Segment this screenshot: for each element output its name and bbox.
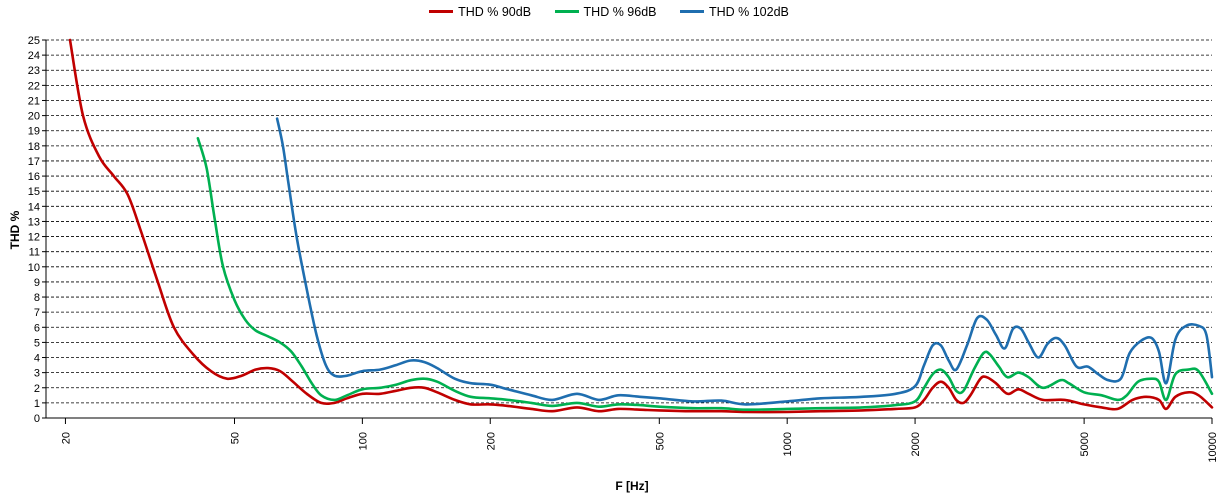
legend-label-102db: THD % 102dB <box>708 5 789 19</box>
y-tick-labels: 0123456789101112131415161718192021222324… <box>28 35 46 425</box>
x-axis-title: F [Hz] <box>615 479 648 493</box>
y-tick-label: 13 <box>28 216 40 228</box>
y-tick-label: 15 <box>28 186 40 198</box>
x-tick-label: 200 <box>485 432 497 450</box>
y-tick-label: 7 <box>34 307 40 319</box>
y-tick-label: 4 <box>34 353 40 365</box>
series-line-1 <box>196 137 1214 412</box>
y-axis-title: THD % <box>8 210 22 249</box>
legend-label-96db: THD % 96dB <box>583 5 657 19</box>
legend-item-96db: THD % 96dB <box>554 5 657 19</box>
y-tick-label: 2 <box>34 383 40 395</box>
legend-label-90db: THD % 90dB <box>458 5 532 19</box>
y-tick-label: 5 <box>34 337 40 349</box>
legend-item-90db: THD % 90dB <box>429 5 531 19</box>
y-tick-label: 8 <box>34 292 40 304</box>
y-tick-label: 11 <box>29 247 40 259</box>
series-line-0 <box>68 38 1214 414</box>
y-tick-label: 12 <box>28 232 40 244</box>
series-line-2 <box>275 117 1214 406</box>
y-tick-label: 18 <box>28 141 40 153</box>
x-tick-label: 100 <box>357 432 369 450</box>
x-tick-label: 50 <box>229 432 241 444</box>
x-tick-label: 10000 <box>1207 432 1218 463</box>
x-tick-labels: 20 50 100 200 500 1000 2000 5000 10000 <box>60 418 1218 463</box>
series-lines <box>68 38 1214 414</box>
y-tick-label: 25 <box>28 35 40 47</box>
x-tick-label: 500 <box>654 432 666 450</box>
y-tick-label: 0 <box>34 413 40 425</box>
y-tick-label: 10 <box>28 262 40 274</box>
y-tick-label: 3 <box>34 368 40 380</box>
x-tick-label: 20 <box>60 432 72 444</box>
y-tick-label: 19 <box>28 126 40 138</box>
legend-swatch-102db <box>679 10 704 14</box>
legend-item-102db: THD % 102dB <box>679 5 789 19</box>
y-tick-label: 22 <box>28 80 40 92</box>
y-tick-label: 17 <box>28 156 40 168</box>
legend-swatch-96db <box>554 10 579 14</box>
x-tick-label: 1000 <box>782 432 794 456</box>
y-tick-label: 24 <box>28 50 40 62</box>
x-tick-label: 2000 <box>910 432 922 456</box>
axes <box>45 40 1212 419</box>
y-tick-label: 16 <box>28 171 40 183</box>
chart-legend: THD % 90dB THD % 96dB THD % 102dB <box>0 5 1218 19</box>
x-tick-label: 5000 <box>1079 432 1091 456</box>
y-tick-label: 1 <box>34 398 40 410</box>
y-tick-label: 23 <box>28 65 40 77</box>
y-tick-label: 9 <box>34 277 40 289</box>
y-tick-label: 6 <box>34 322 40 334</box>
legend-swatch-90db <box>429 10 454 14</box>
y-tick-label: 21 <box>28 95 40 107</box>
y-tick-label: 20 <box>28 111 40 123</box>
grid-lines <box>46 39 1212 404</box>
y-tick-label: 14 <box>28 201 40 213</box>
